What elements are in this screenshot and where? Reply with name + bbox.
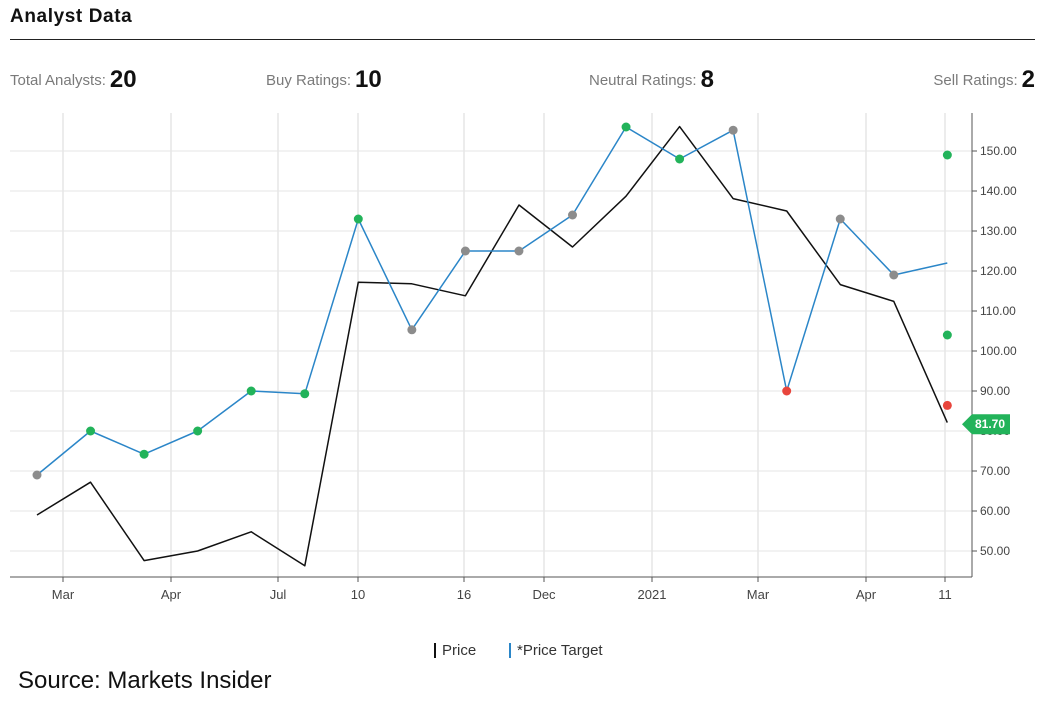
title-divider [10,39,1035,40]
chart-title: Analyst Data [10,6,133,27]
legend-price-swatch [434,643,436,658]
rating-marker-buy [942,330,952,340]
stat-sell-label: Sell Ratings: [933,72,1018,89]
legend-target-swatch [509,643,511,658]
rating-marker-neutral [32,470,42,480]
rating-marker-sell [782,386,792,396]
x-tick-label: 10 [351,587,365,602]
legend-target-label: *Price Target [517,642,603,659]
y-tick-label: 130.00 [980,224,1017,238]
y-tick-label: 110.00 [980,304,1016,318]
stat-neutral-ratings: Neutral Ratings: 8 [589,64,714,93]
stat-neutral-label: Neutral Ratings: [589,72,697,89]
y-tick-label: 140.00 [980,184,1017,198]
rating-marker-buy [300,389,310,399]
stat-neutral-value: 8 [700,66,714,93]
stat-total-label: Total Analysts: [10,72,106,89]
rating-marker-neutral [407,325,417,335]
price-line [36,125,948,567]
y-tick-label: 90.00 [980,384,1010,398]
rating-marker-buy [246,386,256,396]
stat-buy-label: Buy Ratings: [266,72,352,89]
rating-marker-buy [193,426,203,436]
x-tick-label: 16 [457,587,471,602]
x-tick-label: Dec [532,587,556,602]
rating-marker-neutral [568,210,577,220]
stat-buy-ratings: Buy Ratings: 10 [266,64,382,93]
x-tick-label: Apr [856,587,877,602]
source-note: Source: Markets Insider [18,667,272,694]
y-tick-label: 70.00 [980,464,1010,478]
rating-marker-buy [86,426,96,436]
stat-total-value: 20 [109,66,137,93]
stat-sell-ratings: Sell Ratings: 2 [933,64,1035,93]
stat-total-analysts: Total Analysts: 20 [10,64,137,93]
rating-marker-sell [942,400,952,410]
rating-marker-neutral [835,214,845,224]
y-tick-label: 150.00 [980,144,1017,158]
x-tick-label: Jul [270,587,287,602]
price-target-line [36,126,948,476]
rating-marker-neutral [889,270,899,280]
rating-marker-buy [139,449,149,459]
y-tick-label: 50.00 [980,544,1010,558]
rating-marker-buy [353,214,363,224]
y-tick-label: 120.00 [980,264,1017,278]
x-tick-label: Mar [52,587,75,602]
stat-buy-value: 10 [355,66,382,93]
legend-item-price[interactable]: Price [434,642,476,659]
x-tick-label: 11 [938,587,952,602]
y-tick-label: 60.00 [980,504,1010,518]
rating-marker-neutral [460,246,470,256]
rating-marker-neutral [514,246,524,256]
rating-marker-buy [942,150,952,160]
y-tick-label: 100.00 [980,344,1017,358]
x-tick-label: 2021 [638,587,667,602]
legend-price-label: Price [442,642,477,659]
rating-marker-buy [675,154,685,164]
analyst-chart[interactable]: 50.0060.0070.0080.0090.00100.00110.00120… [0,0,1060,640]
stat-sell-value: 2 [1021,66,1035,93]
legend-item-price-target[interactable]: *Price Target [509,642,603,659]
current-price-badge [962,414,1010,435]
x-tick-label: Apr [161,587,182,602]
x-tick-label: Mar [747,587,770,602]
rating-marker-buy [621,122,631,132]
rating-marker-neutral [728,125,738,135]
current-price-label: 81.70 [975,417,1005,431]
